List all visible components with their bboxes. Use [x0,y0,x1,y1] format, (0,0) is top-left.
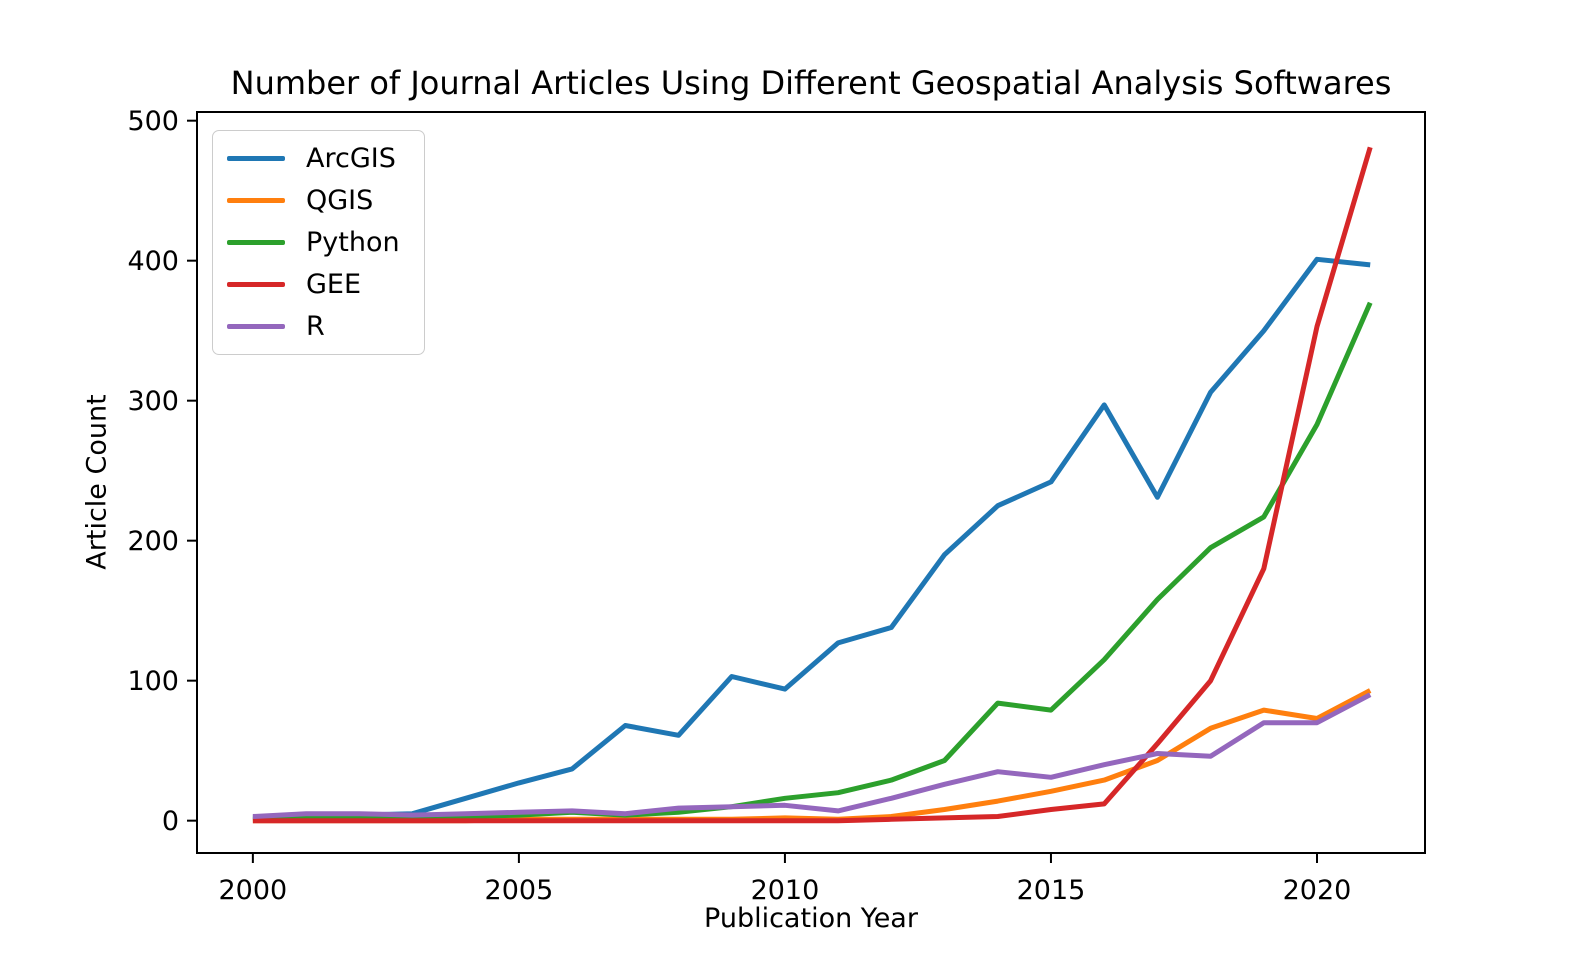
legend-swatch-r [227,324,285,329]
legend-label: Python [306,227,400,258]
x-tick-label: 2000 [219,875,288,906]
legend-entry-qgis: QGIS [227,185,400,216]
legend-entry-python: Python [227,227,400,258]
legend-label: R [306,311,325,342]
x-tick-label: 2005 [485,875,554,906]
chart-title: Number of Journal Articles Using Differe… [230,64,1392,102]
series-line-r [252,692,1372,819]
y-tick-label: 500 [127,106,179,137]
legend-swatch-python [227,240,285,245]
y-axis-label: Article Count [81,394,113,570]
legend-entry-gee: GEE [227,269,400,300]
legend-entry-r: R [227,311,400,342]
legend-swatch-arcgis [227,156,285,161]
series-line-arcgis [252,256,1371,821]
plot-border [196,111,1426,854]
x-axis-label: Publication Year [704,903,918,934]
series-line-python [252,301,1373,822]
legend-swatch-qgis [227,198,285,203]
y-tick-label: 400 [127,246,179,277]
y-tick-label: 200 [127,526,179,557]
legend-label: ArcGIS [306,143,396,174]
legend-entry-arcgis: ArcGIS [227,143,400,174]
legend-label: GEE [306,269,362,300]
legend: ArcGIS QGIS Python GEE R [212,130,425,355]
x-tick-label: 2020 [1283,875,1352,906]
y-tick-label: 0 [162,806,179,837]
x-tick-label: 2015 [1017,875,1086,906]
x-tick-label: 2010 [751,875,820,906]
y-tick-label: 100 [127,666,179,697]
y-tick-label: 300 [127,386,179,417]
series-line-gee [252,146,1373,824]
legend-label: QGIS [306,185,374,216]
legend-swatch-gee [227,282,285,287]
